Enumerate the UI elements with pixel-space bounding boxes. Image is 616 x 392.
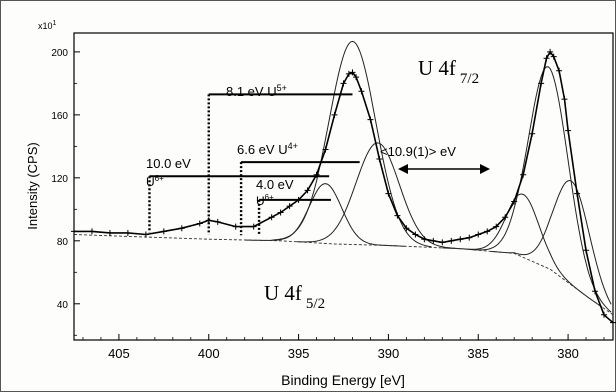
data-point: [610, 319, 616, 326]
data-point: [561, 96, 568, 103]
y-axis-title: Intensity (CPS): [25, 142, 40, 229]
data-point: [457, 236, 464, 243]
data-point: [538, 80, 545, 87]
data-point: [345, 70, 352, 77]
y-tick-label: 40: [57, 300, 69, 311]
x-tick-label: 390: [378, 346, 400, 361]
x-tick-label: 405: [108, 346, 130, 361]
y-tick-label: 200: [51, 48, 68, 59]
fit-component-curve: [296, 142, 457, 249]
data-point: [88, 228, 95, 235]
data-point: [547, 48, 554, 55]
data-point: [331, 111, 338, 118]
data-point: [268, 214, 275, 221]
data-point: [214, 218, 221, 225]
data-point: [550, 53, 557, 60]
annotation-u4: 6.6 eV U4+: [237, 141, 298, 157]
annotation-u5: 8.1 eV U5+: [226, 83, 287, 99]
data-point: [376, 155, 383, 162]
data-point: [196, 220, 203, 227]
data-point: [286, 203, 293, 210]
data-point: [178, 225, 185, 232]
data-point: [367, 116, 374, 123]
data-point: [565, 127, 572, 134]
y-tick-label: 120: [51, 174, 68, 185]
data-point: [277, 209, 284, 216]
x-tick-label: 400: [198, 346, 220, 361]
spin-orbit-arrow: [398, 164, 490, 174]
data-point: [322, 146, 329, 153]
data-point: [71, 228, 77, 235]
data-point: [448, 237, 455, 244]
data-point: [394, 212, 401, 219]
plot-area: [73, 32, 614, 341]
data-point: [385, 190, 392, 197]
data-point: [583, 247, 590, 254]
satellite-annotations: [148, 93, 360, 236]
data-point: [160, 228, 167, 235]
annotation-u6-10ev: 10.0 eV: [146, 156, 191, 171]
x-tick-label: 395: [288, 346, 310, 361]
data-point: [439, 239, 446, 246]
measured-spectrum-line: [74, 50, 614, 324]
data-point: [502, 214, 509, 221]
data-point: [601, 311, 608, 318]
measured-spectrum-markers: [71, 48, 616, 326]
y-multiplier: x101: [38, 20, 57, 31]
x-axis: 405 400 395 390 385 380: [82, 334, 605, 361]
data-point: [520, 171, 527, 178]
peak-label-4f52: U 4f 5/2: [264, 281, 325, 312]
data-point: [592, 288, 599, 295]
data-point: [403, 225, 410, 232]
data-point: [304, 187, 311, 194]
spin-orbit-label: <10.9(1)> eV: [380, 144, 456, 159]
data-point: [250, 223, 257, 230]
fit-component-curve: [467, 66, 612, 313]
data-point: [142, 231, 149, 238]
data-point: [493, 223, 500, 230]
annotation-u6-10ev-species: U6+: [146, 174, 164, 189]
data-point: [106, 229, 113, 236]
data-point: [574, 190, 581, 197]
data-point: [511, 198, 518, 205]
data-point: [353, 74, 360, 81]
annotation-u6-4ev: 4.0 eV: [256, 177, 294, 192]
data-point: [349, 69, 356, 76]
data-point: [466, 234, 473, 241]
data-point: [529, 130, 536, 137]
y-tick-label: 80: [57, 237, 69, 248]
annotation-u6-4ev-species: U6+: [256, 193, 274, 208]
data-point: [124, 229, 131, 236]
y-tick-label: 160: [51, 111, 68, 122]
data-point: [543, 55, 550, 62]
data-point: [358, 88, 365, 95]
data-point: [412, 231, 419, 238]
data-point: [484, 228, 491, 235]
data-point: [556, 67, 563, 74]
data-point: [421, 236, 428, 243]
peak-label-4f72: U 4f 7/2: [418, 56, 479, 87]
data-point: [430, 237, 437, 244]
x-axis-title: Binding Energy [eV]: [281, 372, 405, 388]
data-point: [475, 231, 482, 238]
x-tick-label: 380: [557, 346, 579, 361]
data-point: [340, 80, 347, 87]
x-tick-label: 385: [467, 346, 489, 361]
data-point: [232, 223, 239, 230]
y-axis: 40 80 120 160 200: [51, 48, 80, 336]
